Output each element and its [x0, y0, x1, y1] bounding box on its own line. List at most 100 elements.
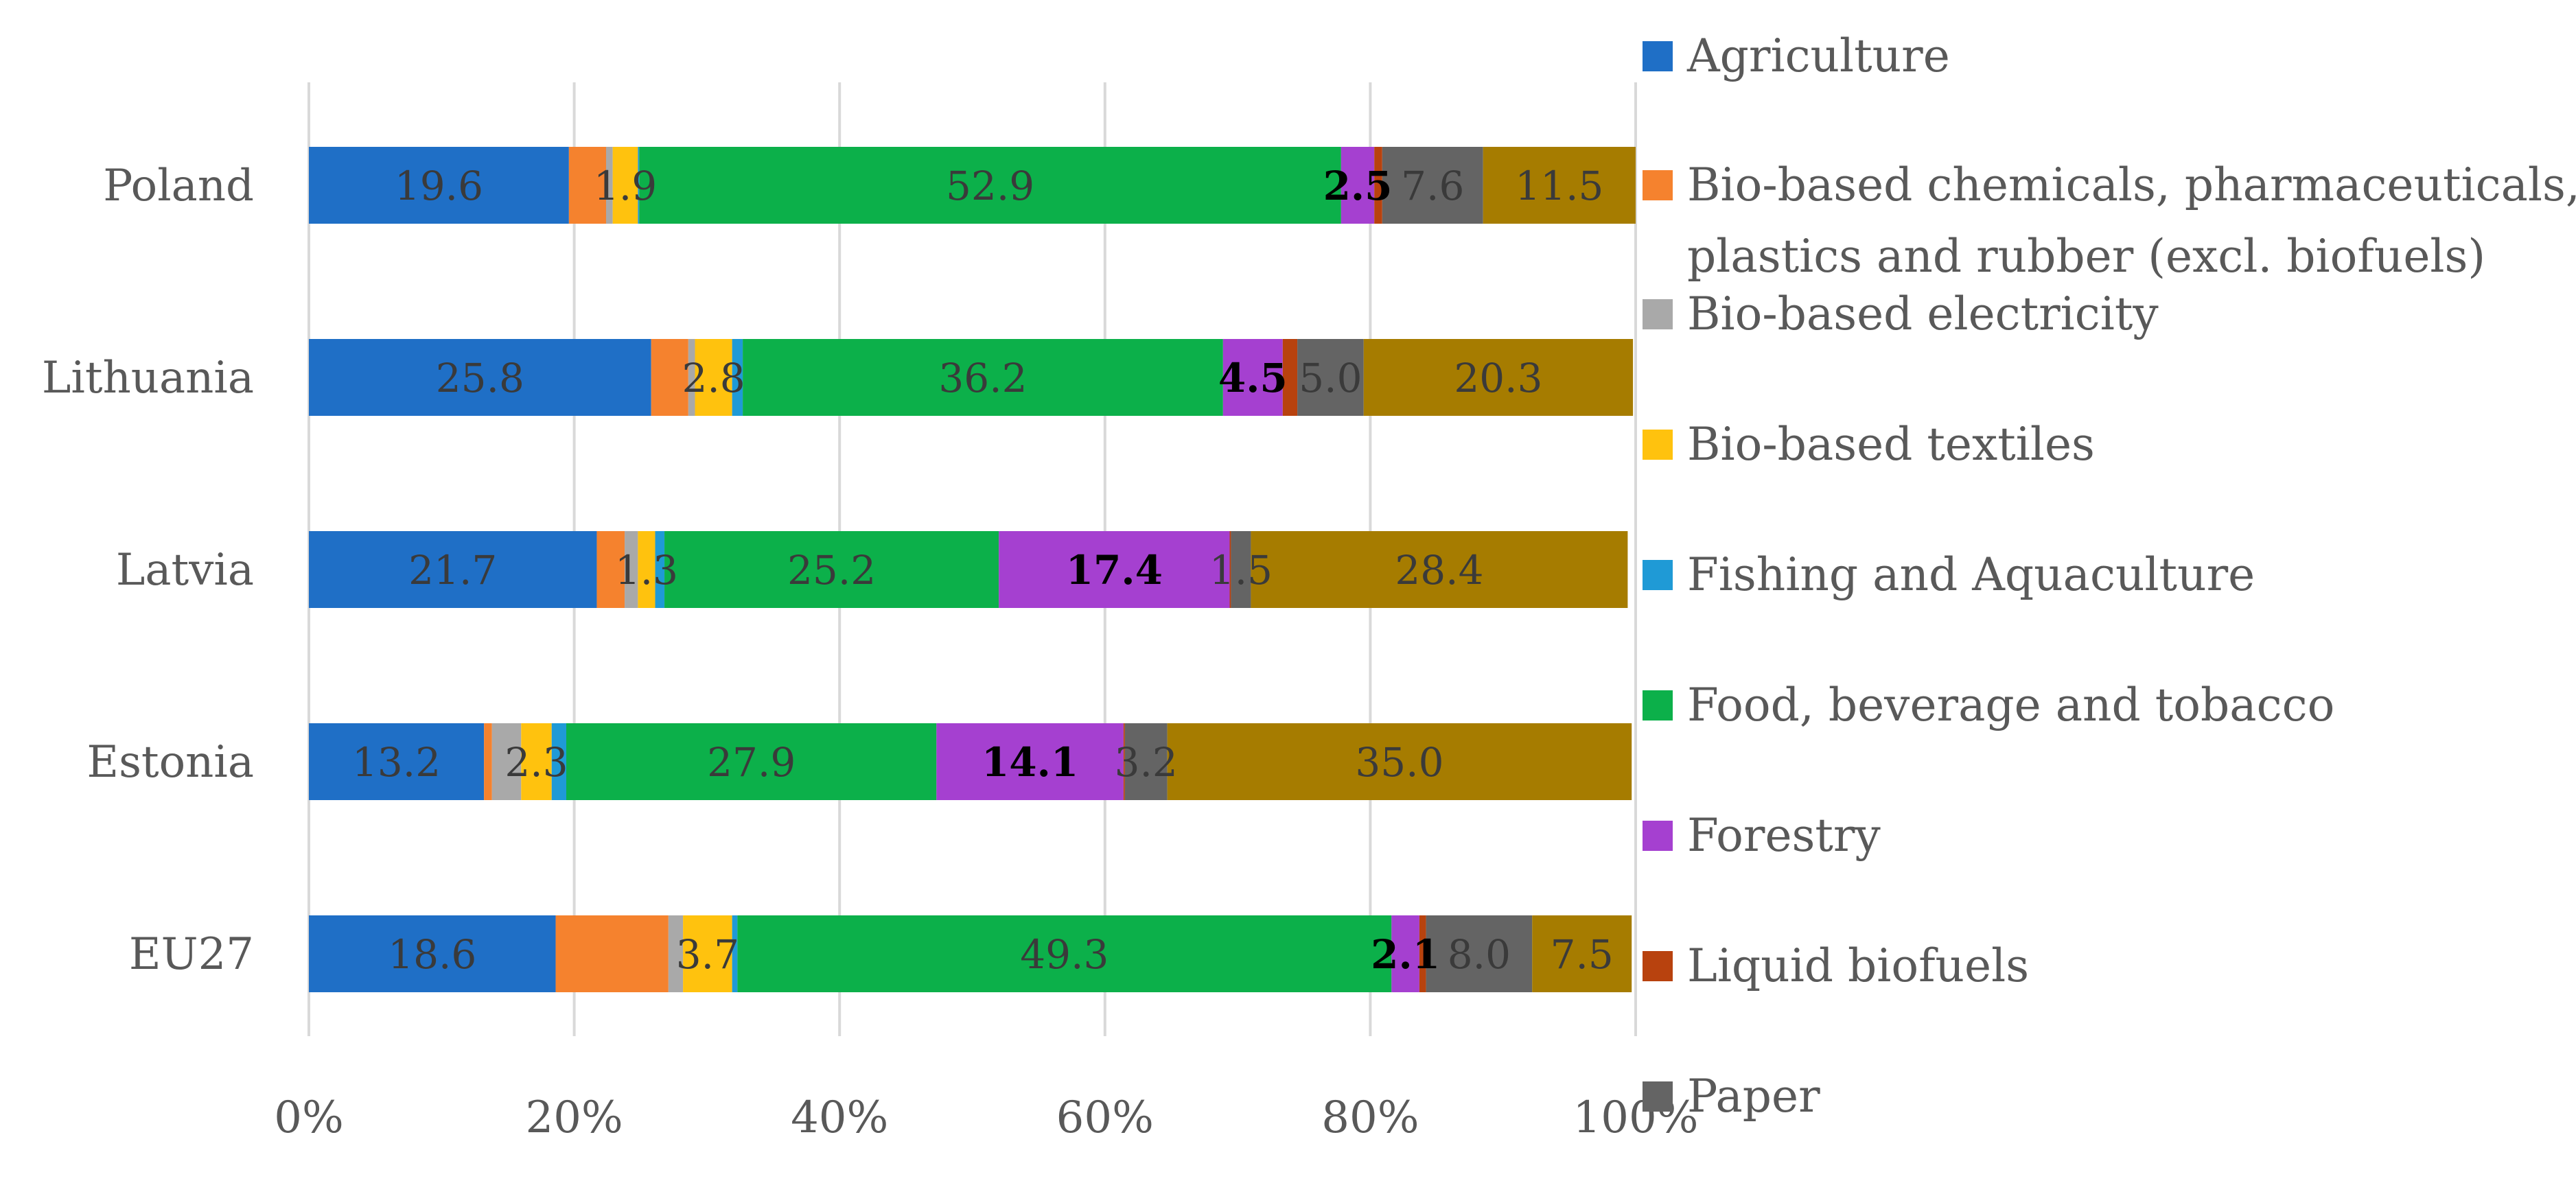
- data-label-estonia-paper: 3.2: [1115, 739, 1178, 786]
- data-label-latvia-forestry: 17.4: [1066, 547, 1163, 594]
- legend-label-fishing-and-aquaculture: Fishing and Aquaculture: [1687, 548, 2255, 601]
- bar-segment-poland-fishing-and-aquaculture: [638, 147, 640, 224]
- bar-segment-estonia-bio-based-textiles: [521, 723, 552, 800]
- legend-swatch-liquid-biofuels: [1643, 951, 1673, 981]
- data-label-eu27-agriculture: 18.6: [388, 931, 476, 978]
- data-label-poland-other: 11.5: [1515, 163, 1603, 209]
- data-label-lithuania-paper: 5.0: [1299, 355, 1362, 401]
- x-tick-label: 20%: [525, 1092, 623, 1143]
- data-label-latvia-paper: 1.5: [1209, 547, 1273, 594]
- legend-swatch-food-beverage-and-tobacco: [1643, 690, 1673, 721]
- bar-segment-estonia-paper: [1124, 723, 1168, 800]
- data-label-estonia-other: 35.0: [1355, 739, 1443, 786]
- bar-segment-poland-other: [1483, 147, 1636, 224]
- bar-segment-latvia-bio-based-electricity: [625, 531, 638, 608]
- bar-segment-latvia-bio-based-chemicals-pharmaceuticals-plastics-and-rubber-excl-biofuels: [596, 531, 625, 608]
- category-label-estonia: Estonia: [86, 737, 254, 788]
- bar-segment-poland-paper: [1382, 147, 1483, 224]
- bar-segment-lithuania-other: [1363, 339, 1634, 416]
- legend-label-forestry: Forestry: [1687, 809, 1881, 862]
- data-label-lithuania-forestry: 4.5: [1218, 355, 1288, 401]
- bar-segment-latvia-forestry: [999, 531, 1230, 608]
- bar-segment-poland-bio-based-textiles: [612, 147, 638, 224]
- data-label-eu27-other: 7.5: [1551, 931, 1614, 978]
- data-label-lithuania-other: 20.3: [1454, 355, 1542, 401]
- category-label-lithuania: Lithuania: [42, 353, 254, 403]
- bar-segment-latvia-fishing-and-aquaculture: [655, 531, 665, 608]
- bar-segment-estonia-fishing-and-aquaculture: [551, 723, 567, 800]
- legend-swatch-fishing-and-aquaculture: [1643, 560, 1673, 590]
- bar-segment-estonia-other: [1167, 723, 1632, 800]
- bar-segment-eu27-bio-based-chemicals-pharmaceuticals-plastics-and-rubber-excl-biofuels: [555, 915, 669, 992]
- bar-segment-poland-liquid-biofuels: [1374, 147, 1382, 224]
- category-label-eu27: EU27: [129, 929, 254, 980]
- bar-segment-eu27-forestry: [1391, 915, 1419, 992]
- bar-segment-latvia-liquid-biofuels: [1229, 531, 1231, 608]
- x-tick-label: 80%: [1321, 1092, 1419, 1143]
- data-label-eu27-food-beverage-and-tobacco: 49.3: [1020, 931, 1109, 978]
- data-label-eu27-forestry: 2.1: [1371, 931, 1440, 978]
- legend: Agriculture Bio-based chemicals, pharmace…: [1643, 30, 2576, 1123]
- legend-swatch-paper: [1643, 1081, 1673, 1112]
- data-label-poland-food-beverage-and-tobacco: 52.9: [946, 163, 1034, 209]
- bar-segment-eu27-bio-based-electricity: [668, 915, 684, 992]
- legend-label-agriculture: Agriculture: [1686, 30, 1950, 82]
- data-label-estonia-forestry: 14.1: [982, 739, 1078, 786]
- data-label-lithuania-bio-based-textiles: 2.8: [682, 355, 745, 401]
- legend-swatch-bio-based-chemicals-pharmaceuticals-plastics-and-rubber-excl-biofuels: [1643, 170, 1673, 200]
- legend-label-bio-based-electricity: Bio-based electricity: [1687, 288, 2159, 340]
- bar-segment-lithuania-bio-based-chemicals-pharmaceuticals-plastics-and-rubber-excl-biofuels: [651, 339, 688, 416]
- bar-segment-lithuania-bio-based-electricity: [688, 339, 695, 416]
- bar-segment-poland-food-beverage-and-tobacco: [639, 147, 1341, 224]
- legend-swatch-agriculture: [1643, 41, 1673, 71]
- data-label-eu27-bio-based-textiles: 3.7: [676, 931, 739, 978]
- category-label-poland: Poland: [103, 161, 254, 211]
- legend-swatch-bio-based-electricity: [1643, 299, 1673, 329]
- data-label-poland-agriculture: 19.6: [395, 163, 483, 209]
- bar-segment-estonia-bio-based-electricity: [491, 723, 522, 800]
- bar-segment-estonia-agriculture: [309, 723, 485, 800]
- legend-label-paper: Paper: [1687, 1070, 1820, 1123]
- legend-swatch-forestry: [1643, 821, 1673, 851]
- x-tick-label: 100%: [1573, 1092, 1699, 1143]
- legend-label-bio-based-textiles: Bio-based textiles: [1687, 418, 2095, 471]
- data-label-lithuania-agriculture: 25.8: [436, 355, 524, 401]
- bar-segment-eu27-paper: [1426, 915, 1533, 992]
- data-label-eu27-paper: 8.0: [1448, 931, 1511, 978]
- legend-label-bio-based-chemicals-pharmaceuticals-plastics-and-rubber-excl-biofuels: plastics and rubber (excl. biofuels): [1687, 230, 2485, 283]
- bar-segment-lithuania-food-beverage-and-tobacco: [743, 339, 1223, 416]
- bar-segment-lithuania-paper: [1297, 339, 1364, 416]
- bar-segment-estonia-bio-based-chemicals-pharmaceuticals-plastics-and-rubber-excl-biofuels: [484, 723, 492, 800]
- data-label-latvia-food-beverage-and-tobacco: 25.2: [787, 547, 876, 594]
- data-label-poland-paper: 7.6: [1401, 163, 1464, 209]
- legend-label-liquid-biofuels: Liquid biofuels: [1687, 939, 2029, 992]
- bar-segment-eu27-other: [1532, 915, 1632, 992]
- bar-segment-eu27-bio-based-textiles: [683, 915, 732, 992]
- x-tick-label: 0%: [274, 1092, 344, 1143]
- x-tick-label: 60%: [1056, 1092, 1154, 1143]
- bar-segment-poland-bio-based-chemicals-pharmaceuticals-plastics-and-rubber-excl-biofuels: [568, 147, 606, 224]
- data-label-estonia-bio-based-textiles: 2.3: [504, 739, 568, 786]
- axes: 0% 20% 40% 60% 80% 100% Poland Lithuania Latvia E…: [42, 161, 1699, 1143]
- bar-segment-lithuania-agriculture: [309, 339, 651, 416]
- legend-label-bio-based-chemicals-pharmaceuticals-plastics-and-rubber-excl-biofuels: Bio-based chemicals, pharmaceuticals,: [1687, 159, 2576, 211]
- bar-segment-lithuania-fishing-and-aquaculture: [732, 339, 743, 416]
- bar-segment-eu27-agriculture: [309, 915, 556, 992]
- data-label-poland-forestry: 2.5: [1323, 163, 1393, 209]
- bar-segment-poland-forestry: [1341, 147, 1375, 224]
- bar-segment-latvia-food-beverage-and-tobacco: [664, 531, 999, 608]
- bar-segment-eu27-fishing-and-aquaculture: [732, 915, 738, 992]
- x-tick-label: 40%: [791, 1092, 888, 1143]
- category-label-latvia: Latvia: [116, 545, 254, 596]
- legend-label-food-beverage-and-tobacco: Food, beverage and tobacco: [1687, 679, 2334, 731]
- bar-segment-poland-bio-based-electricity: [605, 147, 613, 224]
- data-label-poland-bio-based-textiles: 1.9: [594, 163, 657, 209]
- bar-segment-estonia-liquid-biofuels: [1123, 723, 1125, 800]
- data-label-estonia-food-beverage-and-tobacco: 27.9: [707, 739, 796, 786]
- bar-segment-lithuania-bio-based-textiles: [695, 339, 732, 416]
- bar-segment-latvia-paper: [1231, 531, 1251, 608]
- bar-segment-lithuania-liquid-biofuels: [1282, 339, 1298, 416]
- legend-swatch-bio-based-textiles: [1643, 430, 1673, 460]
- bar-segment-estonia-forestry: [936, 723, 1124, 800]
